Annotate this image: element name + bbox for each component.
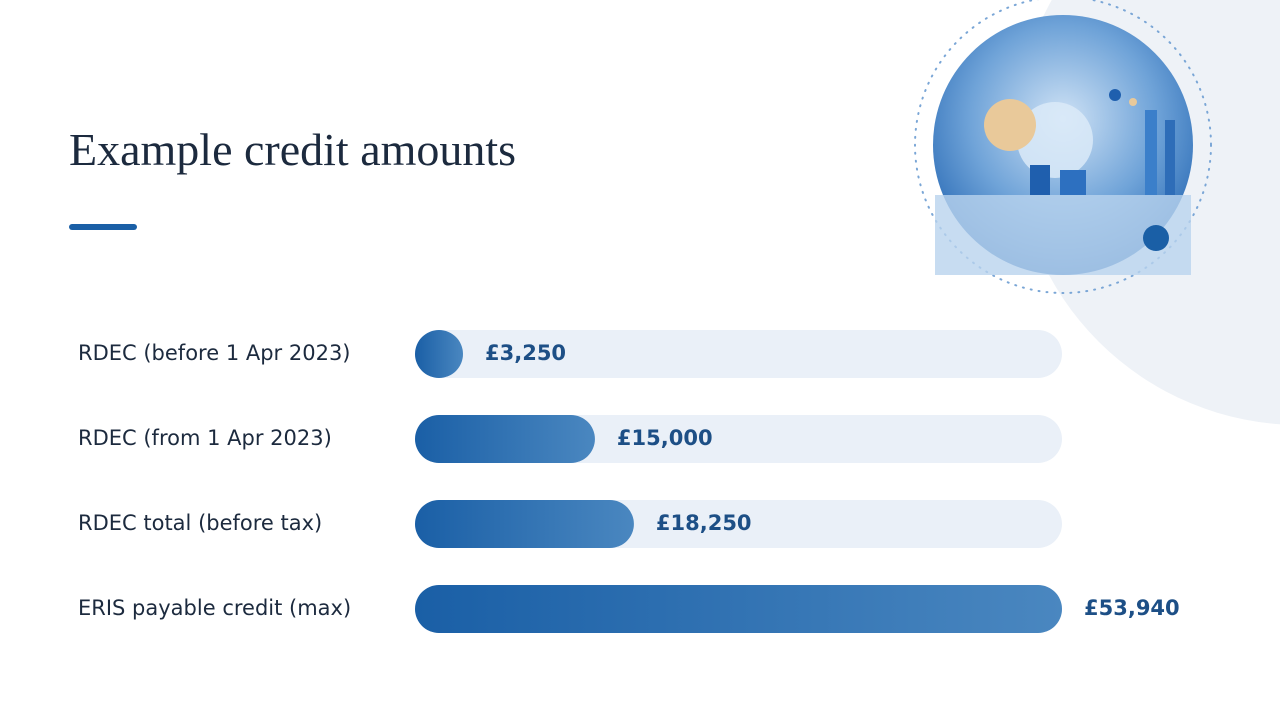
category-label: RDEC (before 1 Apr 2023) bbox=[78, 341, 351, 365]
accent-dot bbox=[1143, 225, 1169, 251]
value-label: £15,000 bbox=[617, 426, 713, 450]
category-label: RDEC (from 1 Apr 2023) bbox=[78, 426, 332, 450]
bar bbox=[415, 500, 634, 548]
dotted-ring bbox=[914, 0, 1212, 294]
bar bbox=[415, 415, 595, 463]
value-label: £53,940 bbox=[1084, 596, 1180, 620]
value-label: £3,250 bbox=[485, 341, 566, 365]
title-underline bbox=[69, 224, 137, 230]
category-label: RDEC total (before tax) bbox=[78, 511, 322, 535]
value-label: £18,250 bbox=[656, 511, 752, 535]
chart-title: Example credit amounts bbox=[69, 124, 516, 175]
illustration bbox=[933, 15, 1193, 275]
category-label: ERIS payable credit (max) bbox=[78, 596, 351, 620]
bar bbox=[415, 585, 1062, 633]
bar bbox=[415, 330, 463, 378]
bar-track bbox=[415, 330, 1062, 378]
